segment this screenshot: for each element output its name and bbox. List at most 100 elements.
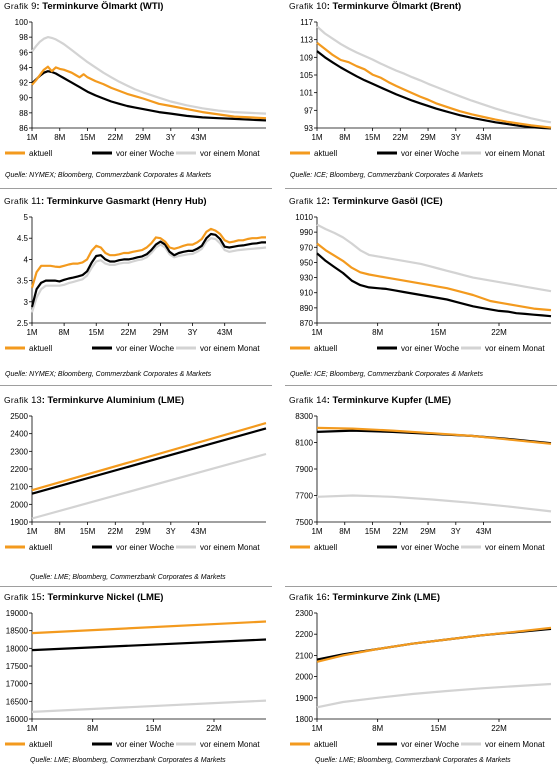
chart-panel-henry-hub: Grafik 11: Terminkurve Gasmarkt (Henry H… xyxy=(0,195,272,385)
x-tick-label: 29M xyxy=(135,527,151,536)
legend-label: vor einem Monat xyxy=(200,344,260,353)
legend-label: vor einer Woche xyxy=(401,543,460,552)
x-tick-label: 8M xyxy=(54,133,65,142)
series-line-vor-einer-woche xyxy=(316,627,552,661)
y-tick-label: 2200 xyxy=(10,465,28,474)
x-tick-label: 22M xyxy=(206,724,222,733)
chart-title: Grafik 10: Terminkurve Ölmarkt (Brent) xyxy=(289,1,462,12)
y-tick-label: 109 xyxy=(300,53,314,62)
x-tick-label: 15M xyxy=(365,527,381,536)
x-tick-label: 1M xyxy=(311,724,322,733)
y-tick-label: 950 xyxy=(300,258,314,267)
y-tick-label: 96 xyxy=(19,48,28,57)
x-tick-label: 15M xyxy=(88,328,104,337)
chart-title: Grafik 16: Terminkurve Zink (LME) xyxy=(289,592,441,603)
x-tick-label: 15M xyxy=(80,527,96,536)
y-tick-label: 2400 xyxy=(10,430,28,439)
legend-label: vor einem Monat xyxy=(485,740,545,749)
y-tick-label: 7700 xyxy=(295,492,313,501)
series-line-aktuell xyxy=(31,422,267,492)
x-tick-label: 3Y xyxy=(451,527,461,536)
series-line-vor-einem-monat xyxy=(316,494,552,513)
y-tick-label: 97 xyxy=(304,106,313,115)
x-tick-label: 3Y xyxy=(166,133,176,142)
x-tick-label: 8M xyxy=(372,724,383,733)
legend-label: aktuell xyxy=(29,149,52,158)
x-tick-label: 8M xyxy=(339,133,350,142)
y-tick-label: 16000 xyxy=(6,715,29,724)
y-tick-label: 90 xyxy=(19,94,28,103)
y-tick-label: 19000 xyxy=(6,609,29,618)
divider xyxy=(0,385,272,386)
x-tick-label: 22M xyxy=(121,328,137,337)
chart-brent: 93 97 101 105 109 113 117 1M 8M 15M 22M 29M 3Y 43M akt… xyxy=(290,18,552,158)
x-tick-label: 8M xyxy=(54,527,65,536)
legend-label: vor einer Woche xyxy=(116,740,175,749)
y-tick-label: 1900 xyxy=(295,694,313,703)
x-tick-label: 29M xyxy=(153,328,169,337)
x-tick-label: 8M xyxy=(87,724,98,733)
x-tick-label: 15M xyxy=(80,133,96,142)
series-line-aktuell xyxy=(30,227,266,289)
x-tick-label: 22M xyxy=(108,527,124,536)
y-tick-label: 18000 xyxy=(6,644,29,653)
legend-label: aktuell xyxy=(314,344,337,353)
x-tick-label: 3Y xyxy=(451,133,461,142)
x-tick-label: 22M xyxy=(108,133,124,142)
chart-source: Quelle: NYMEX; Bloomberg, Commerzbank Co… xyxy=(5,172,212,179)
x-tick-label: 22M xyxy=(393,133,409,142)
y-tick-label: 4 xyxy=(24,255,29,264)
x-tick-label: 15M xyxy=(431,328,447,337)
legend-label: aktuell xyxy=(29,543,52,552)
y-tick-label: 93 xyxy=(304,124,313,133)
x-tick-label: 43M xyxy=(217,328,233,337)
x-tick-label: 8M xyxy=(339,527,350,536)
x-tick-label: 8M xyxy=(59,328,70,337)
series-line-vor-einem-monat xyxy=(31,36,267,115)
legend-label: vor einer Woche xyxy=(116,149,175,158)
chart-title: Grafik 13: Terminkurve Aluminium (LME) xyxy=(4,395,185,406)
x-tick-label: 43M xyxy=(476,527,492,536)
chart-title: Grafik 9: Terminkurve Ölmarkt (WTI) xyxy=(4,1,164,12)
y-tick-label: 2.5 xyxy=(17,319,29,328)
y-tick-label: 2200 xyxy=(295,630,313,639)
y-tick-label: 990 xyxy=(300,228,314,237)
x-tick-label: 43M xyxy=(191,527,207,536)
y-tick-label: 2500 xyxy=(10,412,28,421)
series-line-aktuell xyxy=(316,242,552,312)
y-tick-label: 1900 xyxy=(10,518,28,527)
series-line-vor-einer-woche xyxy=(31,638,267,652)
x-tick-label: 1M xyxy=(26,724,37,733)
x-tick-label: 3Y xyxy=(166,527,176,536)
series-line-vor-einem-monat xyxy=(316,682,552,709)
y-tick-label: 17500 xyxy=(6,662,29,671)
y-tick-label: 2000 xyxy=(295,673,313,682)
divider xyxy=(0,188,272,189)
y-tick-label: 1800 xyxy=(295,715,313,724)
y-tick-label: 2100 xyxy=(295,651,313,660)
chart-wti: 86 88 90 92 94 96 98 100 1M 8M 15M 22M 29M 3Y 43M aktue… xyxy=(5,18,267,158)
y-tick-label: 105 xyxy=(300,71,314,80)
x-tick-label: 43M xyxy=(191,133,207,142)
y-tick-label: 7500 xyxy=(295,518,313,527)
y-tick-label: 92 xyxy=(19,79,28,88)
legend-label: vor einer Woche xyxy=(116,344,175,353)
divider xyxy=(285,586,557,587)
series-line-vor-einer-woche xyxy=(31,70,267,122)
y-tick-label: 930 xyxy=(300,274,314,283)
x-tick-label: 29M xyxy=(420,527,436,536)
x-tick-label: 22M xyxy=(491,328,507,337)
series-line-aktuell xyxy=(316,426,552,445)
legend-label: aktuell xyxy=(314,543,337,552)
series-line-aktuell xyxy=(316,41,552,129)
legend-label: aktuell xyxy=(314,149,337,158)
series-line-vor-einer-woche xyxy=(316,252,552,318)
chart-panel-gasoil: Grafik 12: Terminkurve Gasöl (ICE) 870 89… xyxy=(285,195,557,385)
x-tick-label: 1M xyxy=(26,328,37,337)
chart-source: Quelle: LME; Bloomberg, Commerzbank Corp… xyxy=(30,757,226,764)
legend-label: vor einem Monat xyxy=(200,543,260,552)
chart-kupfer: 7500 7700 7900 8100 8300 1M 8M 15M 22M 29M 3Y 43M ak… xyxy=(290,412,552,552)
y-tick-label: 113 xyxy=(300,36,313,45)
x-tick-label: 1M xyxy=(311,133,322,142)
x-tick-label: 15M xyxy=(431,724,447,733)
